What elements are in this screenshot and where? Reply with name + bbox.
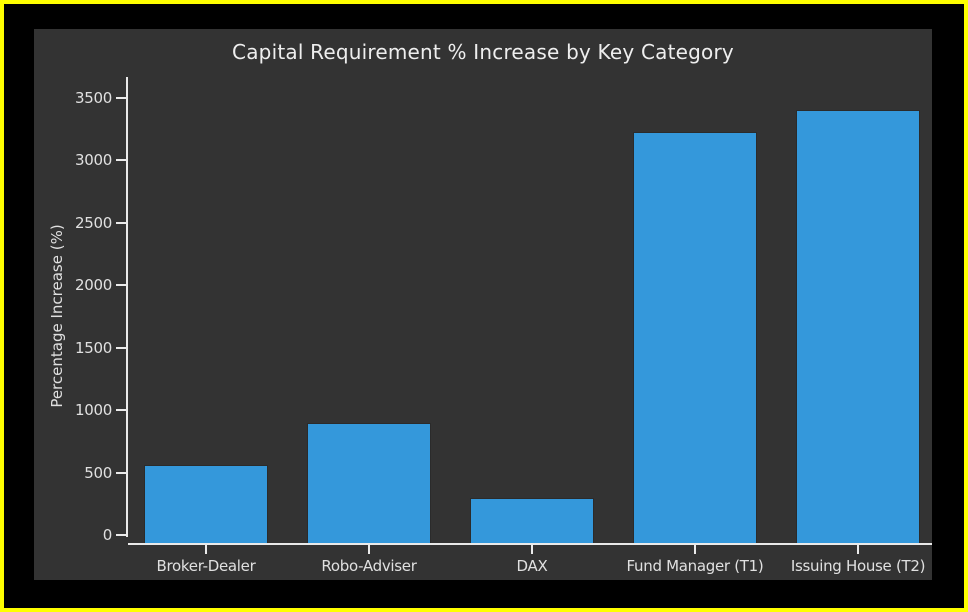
x-tick-label: Issuing House (T2) [790,557,926,575]
y-tick-label: 2500 [75,213,112,232]
x-tick [857,545,859,554]
x-tick-label: Robo-Adviser [321,557,417,575]
y-axis-label: Percentage Increase (%) [48,224,66,408]
x-tick-label: Broker-Dealer [156,557,256,575]
bar-fund-manager-t1- [633,131,757,543]
x-tick [531,545,533,554]
x-tick [205,545,207,554]
y-axis-spine [126,77,128,537]
y-tick [116,221,126,224]
chart-title: Capital Requirement % Increase by Key Ca… [232,40,734,64]
y-tick-label: 0 [102,526,113,544]
bar-robo-adviser [307,422,431,543]
x-tick [368,545,370,554]
y-tick-label: 2000 [75,276,112,295]
y-tick-label: 1000 [75,401,112,420]
bar-issuing-house-t2- [796,110,920,543]
y-tick [116,346,126,349]
chart-panel: Capital Requirement % Increase by Key Ca… [34,29,932,580]
y-tick-label: 500 [84,463,112,482]
y-tick [116,534,126,536]
bar-broker-dealer [144,465,268,543]
x-tick-label: DAX [516,557,548,575]
y-tick [116,284,126,287]
y-tick [116,409,126,412]
y-tick [116,159,126,162]
y-tick-label: 3000 [75,151,112,170]
y-tick-label: 3500 [75,89,112,107]
bar-dax [470,497,594,543]
x-axis-spine [128,543,932,545]
x-tick [694,545,696,554]
x-tick-label: Fund Manager (T1) [626,557,764,575]
y-tick [116,97,126,99]
y-tick [116,471,126,474]
y-tick-label: 1500 [75,338,112,357]
